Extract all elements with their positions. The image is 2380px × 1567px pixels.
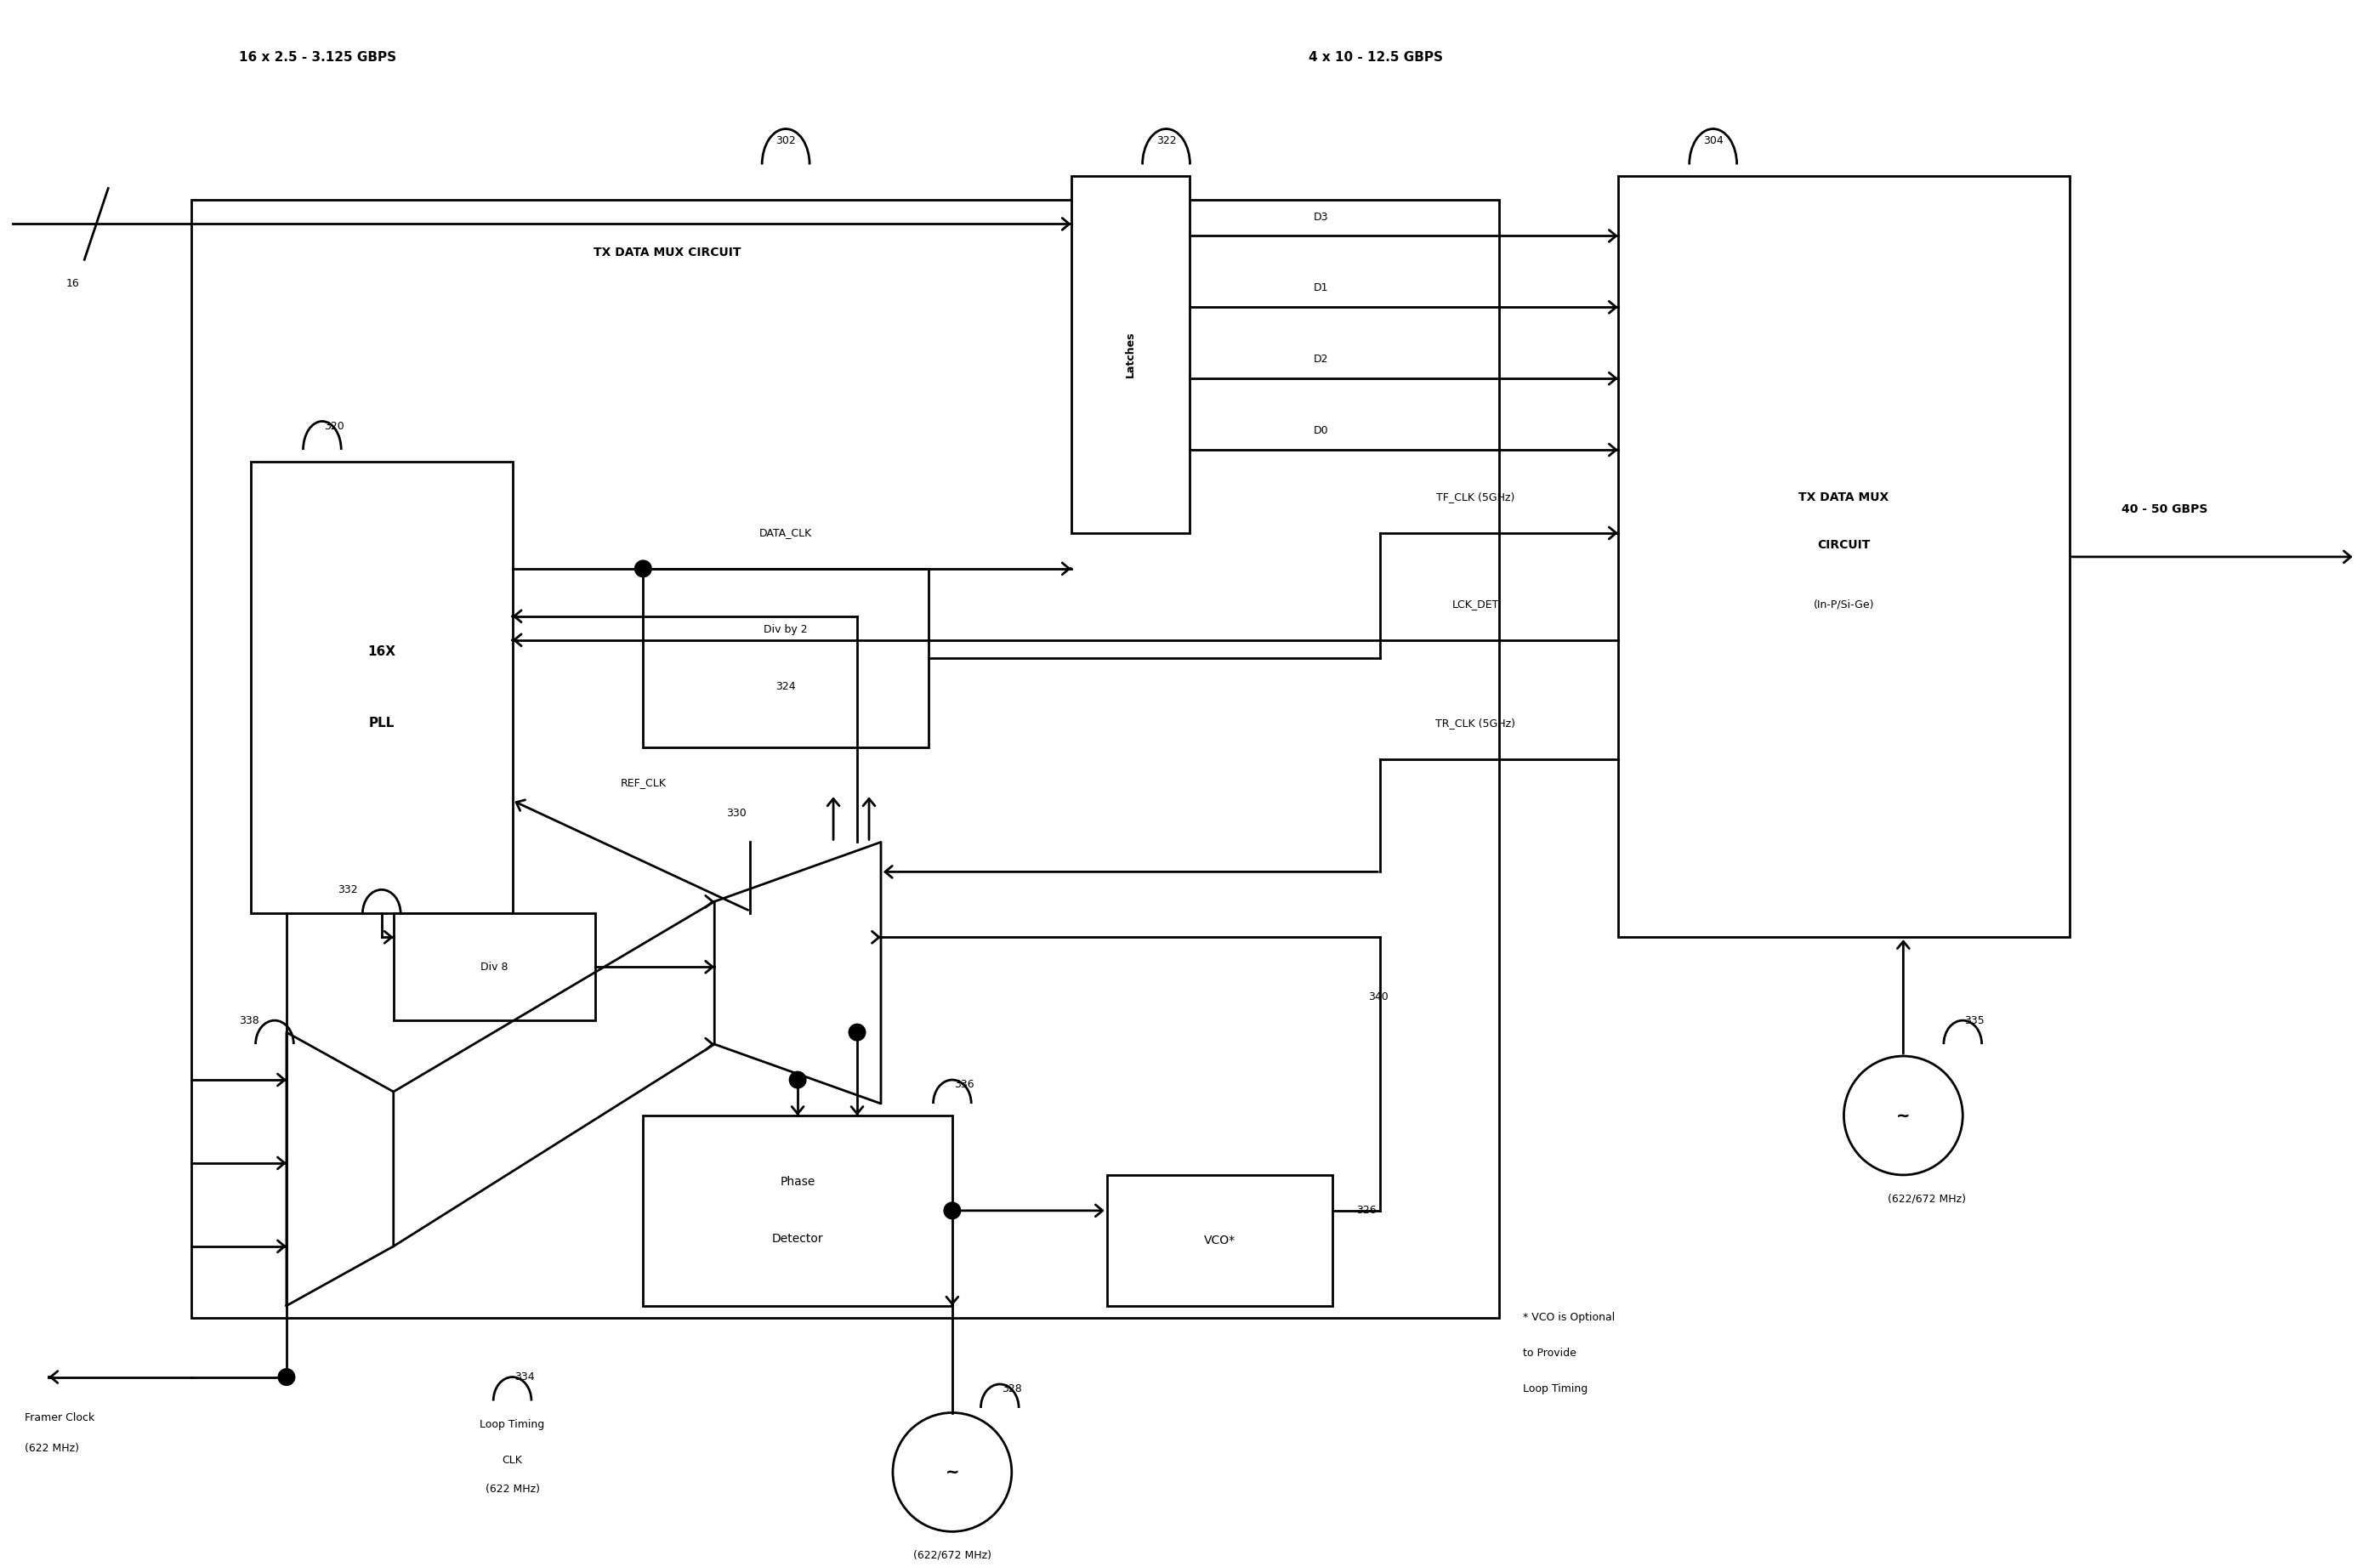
Text: D2: D2: [1314, 354, 1328, 365]
Circle shape: [850, 1023, 866, 1040]
Text: TF_CLK (5GHz): TF_CLK (5GHz): [1435, 492, 1514, 503]
Circle shape: [278, 1368, 295, 1385]
Text: 338: 338: [238, 1015, 259, 1026]
Text: (622 MHz): (622 MHz): [24, 1443, 79, 1454]
Text: 328: 328: [1002, 1384, 1021, 1395]
Text: TR_CLK (5GHz): TR_CLK (5GHz): [1435, 718, 1516, 729]
Text: D0: D0: [1314, 425, 1328, 436]
Circle shape: [635, 561, 652, 577]
Text: VCO*: VCO*: [1204, 1235, 1235, 1246]
Text: Loop Timing: Loop Timing: [1523, 1384, 1587, 1395]
Text: 334: 334: [514, 1371, 533, 1382]
Bar: [643, 1116, 952, 1305]
Text: 326: 326: [1357, 1205, 1376, 1216]
Text: Framer Clock: Framer Clock: [24, 1412, 95, 1423]
Text: ~: ~: [945, 1464, 959, 1481]
Bar: [250, 462, 512, 914]
Text: (622 MHz): (622 MHz): [486, 1484, 540, 1495]
Text: * VCO is Optional: * VCO is Optional: [1523, 1312, 1616, 1323]
Text: 16: 16: [67, 277, 79, 288]
Text: 322: 322: [1157, 135, 1176, 146]
Text: D3: D3: [1314, 212, 1328, 223]
Text: CLK: CLK: [502, 1454, 524, 1465]
Bar: [643, 569, 928, 747]
Text: PLL: PLL: [369, 716, 395, 730]
Text: Loop Timing: Loop Timing: [481, 1420, 545, 1431]
Text: 40 - 50 GBPS: 40 - 50 GBPS: [2121, 503, 2209, 516]
Text: (622/672 MHz): (622/672 MHz): [1887, 1192, 1966, 1205]
Text: to Provide: to Provide: [1523, 1348, 1576, 1359]
Text: 340: 340: [1368, 990, 1388, 1003]
Text: TX DATA MUX CIRCUIT: TX DATA MUX CIRCUIT: [593, 246, 740, 259]
Text: 16 x 2.5 - 3.125 GBPS: 16 x 2.5 - 3.125 GBPS: [238, 52, 397, 64]
Text: 304: 304: [1704, 135, 1723, 146]
Text: 4 x 10 - 12.5 GBPS: 4 x 10 - 12.5 GBPS: [1309, 52, 1442, 64]
Text: Phase: Phase: [781, 1177, 816, 1188]
Text: 302: 302: [776, 135, 795, 146]
Text: 320: 320: [324, 420, 345, 431]
Bar: [1107, 1175, 1333, 1305]
Text: ~: ~: [1897, 1108, 1911, 1124]
Text: TX DATA MUX: TX DATA MUX: [1799, 492, 1890, 503]
Bar: [393, 914, 595, 1020]
Text: 336: 336: [954, 1080, 973, 1091]
Circle shape: [945, 1202, 962, 1219]
Bar: [1618, 177, 2071, 937]
Text: CIRCUIT: CIRCUIT: [1818, 539, 1871, 552]
Polygon shape: [714, 841, 881, 1103]
Text: D1: D1: [1314, 282, 1328, 293]
Bar: [1071, 177, 1190, 533]
Text: 330: 330: [726, 809, 747, 820]
Text: Div by 2: Div by 2: [764, 624, 807, 635]
Text: 16X: 16X: [367, 646, 395, 658]
Text: (In-P/Si-Ge): (In-P/Si-Ge): [1814, 599, 1873, 610]
Text: 332: 332: [338, 884, 357, 895]
Text: REF_CLK: REF_CLK: [621, 777, 666, 788]
Text: Detector: Detector: [771, 1233, 823, 1246]
Bar: [190, 201, 1499, 1318]
Text: DATA_CLK: DATA_CLK: [759, 528, 812, 539]
Circle shape: [790, 1072, 807, 1087]
Text: Latches: Latches: [1126, 332, 1135, 378]
Text: 335: 335: [1963, 1015, 1985, 1026]
Text: LCK_DET: LCK_DET: [1452, 599, 1499, 610]
Text: (622/672 MHz): (622/672 MHz): [914, 1550, 992, 1561]
Text: Div 8: Div 8: [481, 962, 509, 973]
Polygon shape: [286, 1033, 393, 1305]
Text: 324: 324: [776, 680, 795, 693]
